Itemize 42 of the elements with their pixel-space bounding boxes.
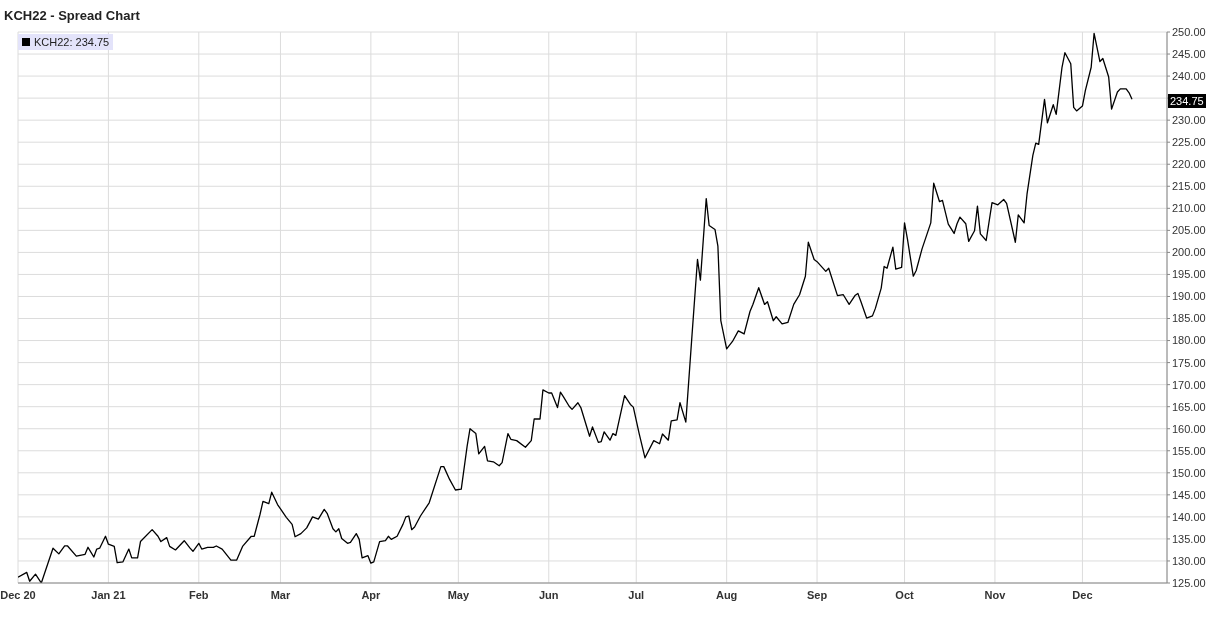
y-tick-label: 130.00 [1172,554,1206,567]
x-tick-label: Sep [806,588,828,601]
x-tick-label: Feb [189,588,209,601]
y-tick-label: 160.00 [1172,422,1206,435]
y-tick-label: 140.00 [1172,510,1206,523]
y-tick-label: 220.00 [1172,158,1206,171]
x-tick-label: Nov [984,588,1007,601]
y-tick-label: 155.00 [1172,444,1206,457]
x-tick-label: Oct [895,588,915,601]
y-tick-label: 215.00 [1172,180,1206,193]
x-tick-label: Mar [270,588,291,601]
y-tick-label: 185.00 [1172,312,1206,325]
x-tick-label: Dec [1072,588,1093,601]
y-tick-label: 190.00 [1172,290,1206,303]
y-tick-label: 245.00 [1172,47,1206,60]
y-tick-label: 230.00 [1172,114,1206,127]
y-tick-label: 125.00 [1172,576,1206,589]
y-tick-label: 195.00 [1172,268,1206,281]
legend-label: KCH22: 234.75 [34,36,110,48]
text: 234.75 [1168,94,1206,109]
line-series [18,32,1133,583]
y-tick-label: 145.00 [1172,488,1206,501]
y-tick-label: 165.00 [1172,400,1206,413]
x-tick-label: Jul [628,588,645,601]
y-tick-label: 210.00 [1172,202,1206,215]
y-tick-label: 205.00 [1172,224,1206,237]
y-tick-label: 200.00 [1172,246,1206,259]
y-tick-label: 225.00 [1172,136,1206,149]
y-tick-label: 175.00 [1172,356,1206,369]
y-tick-label: 150.00 [1172,466,1206,479]
x-tick-label: Aug [715,588,738,601]
y-tick-label: 170.00 [1172,378,1206,391]
y-tick-label: 250.00 [1172,25,1206,38]
y-tick-label: 135.00 [1172,532,1206,545]
x-tick-label: Dec 20 [0,588,36,601]
x-tick-label: May [447,588,470,601]
chart-title: KCH22 - Spread Chart [4,8,140,23]
x-tick-label: Jun [538,588,559,601]
x-tick-label: Jan 21 [91,588,126,601]
y-tick-label: 240.00 [1172,69,1206,82]
x-tick-label: Apr [361,588,382,601]
y-tick-label: 180.00 [1172,334,1206,347]
